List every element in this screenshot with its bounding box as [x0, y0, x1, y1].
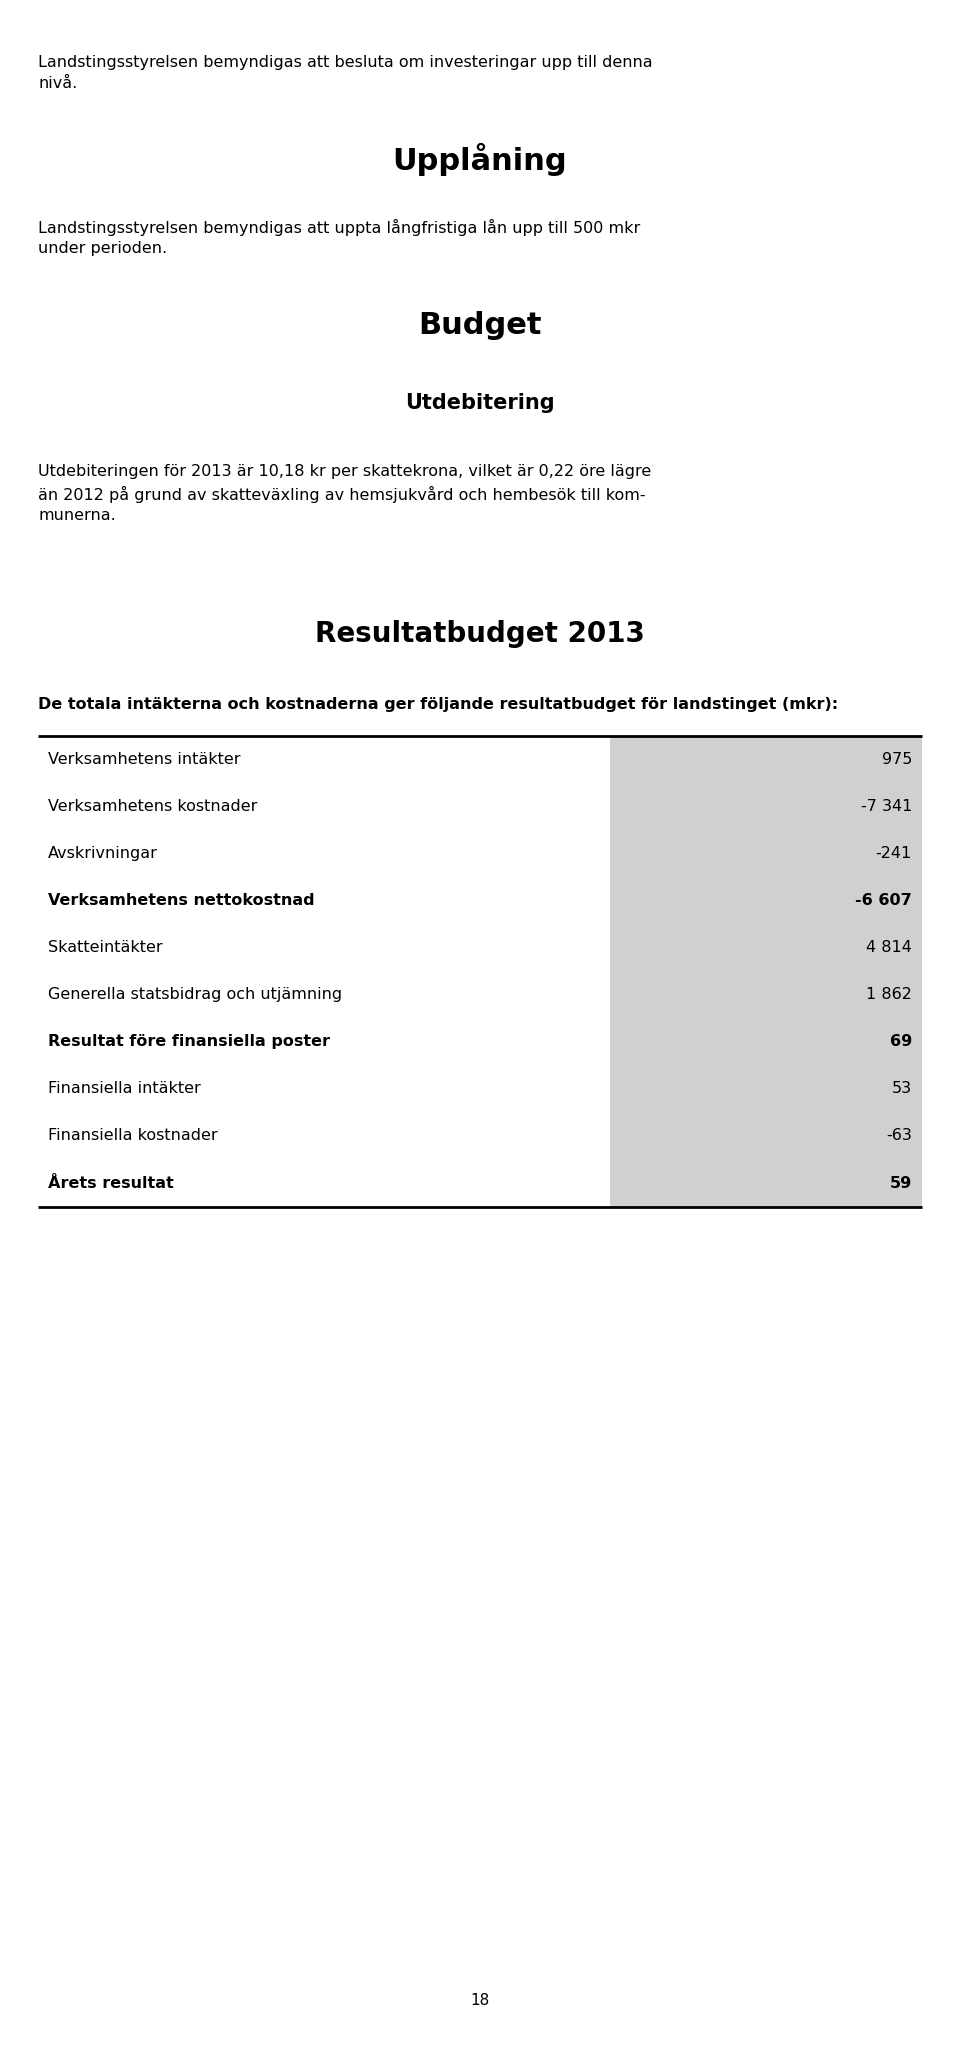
- Text: 59: 59: [890, 1176, 912, 1190]
- Text: Verksamhetens nettokostnad: Verksamhetens nettokostnad: [48, 894, 315, 908]
- Text: De totala intäkterna och kostnaderna ger följande resultatbudget för landstinget: De totala intäkterna och kostnaderna ger…: [38, 697, 838, 712]
- Text: Landstingsstyrelsen bemyndigas att uppta långfristiga lån upp till 500 mkr
under: Landstingsstyrelsen bemyndigas att uppta…: [38, 219, 640, 256]
- Text: Generella statsbidrag och utjämning: Generella statsbidrag och utjämning: [48, 988, 342, 1002]
- Text: 975: 975: [881, 753, 912, 767]
- Bar: [610, 736, 922, 1207]
- Text: Finansiella kostnader: Finansiella kostnader: [48, 1129, 218, 1143]
- Text: Landstingsstyrelsen bemyndigas att besluta om investeringar upp till denna
nivå.: Landstingsstyrelsen bemyndigas att beslu…: [38, 55, 653, 90]
- Text: 1 862: 1 862: [866, 988, 912, 1002]
- Text: -241: -241: [876, 847, 912, 861]
- Text: Avskrivningar: Avskrivningar: [48, 847, 157, 861]
- Text: Utdebitering: Utdebitering: [405, 393, 555, 413]
- Text: 18: 18: [470, 1992, 490, 2008]
- Text: Utdebiteringen för 2013 är 10,18 kr per skattekrona, vilket är 0,22 öre lägre
än: Utdebiteringen för 2013 är 10,18 kr per …: [38, 464, 652, 524]
- Text: Budget: Budget: [419, 311, 541, 339]
- Text: Verksamhetens kostnader: Verksamhetens kostnader: [48, 800, 257, 814]
- Text: -7 341: -7 341: [860, 800, 912, 814]
- Text: 4 814: 4 814: [866, 941, 912, 955]
- Text: Verksamhetens intäkter: Verksamhetens intäkter: [48, 753, 241, 767]
- Text: Årets resultat: Årets resultat: [48, 1176, 174, 1190]
- Text: Resultat före finansiella poster: Resultat före finansiella poster: [48, 1035, 330, 1049]
- Text: -6 607: -6 607: [855, 894, 912, 908]
- Text: Upplåning: Upplåning: [393, 143, 567, 176]
- Text: -63: -63: [886, 1129, 912, 1143]
- Text: Skatteintäkter: Skatteintäkter: [48, 941, 162, 955]
- Text: 53: 53: [892, 1082, 912, 1096]
- Text: Resultatbudget 2013: Resultatbudget 2013: [315, 620, 645, 648]
- Text: 69: 69: [890, 1035, 912, 1049]
- Text: Finansiella intäkter: Finansiella intäkter: [48, 1082, 201, 1096]
